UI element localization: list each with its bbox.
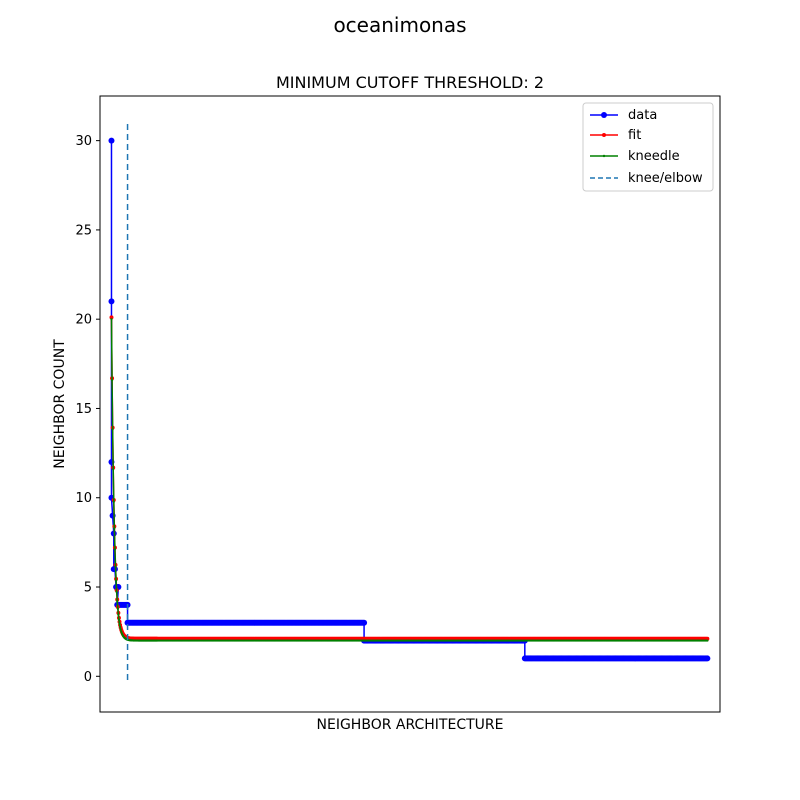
kneedle-point — [120, 630, 123, 633]
y-axis-label: NEIGHBOR COUNT — [52, 339, 68, 469]
kneedle-point — [116, 607, 119, 610]
kneedle-point — [119, 628, 122, 631]
kneedle-point — [115, 590, 118, 594]
figure-title: oceanimonas — [333, 13, 466, 37]
y-tick-label: 30 — [75, 134, 92, 149]
x-axis-label: NEIGHBOR ARCHITECTURE — [317, 717, 504, 733]
legend-box — [582, 102, 714, 192]
axes-frame — [99, 95, 721, 713]
kneedle-point — [114, 565, 117, 568]
y-tick-label: 5 — [84, 581, 92, 596]
data-point — [108, 137, 115, 144]
kneedle-point — [118, 622, 121, 625]
y-axis: 0 5 10 15 20 25 30 — [75, 134, 100, 685]
chart-title: MINIMUM CUTOFF THRESHOLD: 2 — [276, 73, 544, 92]
kneedle-point — [117, 613, 120, 616]
y-tick-label: 0 — [84, 670, 92, 685]
kneedle-point — [110, 318, 113, 321]
data-point — [361, 619, 368, 626]
kneedle-point — [112, 500, 115, 503]
kneedle-point — [111, 428, 114, 431]
legend: data fit kneedle knee/elbow — [582, 102, 714, 192]
kneedle-point — [116, 600, 119, 603]
kneedle-point — [118, 625, 122, 628]
kneedle-point — [706, 639, 709, 642]
plot-area — [108, 124, 711, 684]
kneedle-point — [113, 548, 117, 551]
kneedle-point — [113, 527, 116, 530]
y-tick-label: 20 — [75, 313, 92, 328]
kneedle-series-line — [110, 319, 708, 642]
kneedle-point — [117, 618, 121, 621]
data-point — [704, 655, 711, 662]
legend-fit-marker — [602, 133, 606, 137]
legend-kneedle-marker — [602, 154, 606, 158]
fit-point — [109, 315, 114, 320]
legend-knee-label: knee/elbow — [628, 171, 703, 186]
y-tick-label: 15 — [75, 402, 92, 417]
legend-data-label: data — [628, 108, 657, 123]
y-tick-label: 25 — [75, 223, 92, 238]
data-series-line — [110, 140, 708, 660]
legend-fit-label: fit — [628, 128, 641, 143]
kneedle-point — [114, 579, 118, 582]
y-tick-label: 10 — [75, 491, 92, 506]
kneedle-point — [112, 468, 115, 471]
data-point — [108, 298, 115, 305]
legend-kneedle-label: kneedle — [628, 149, 680, 164]
legend-data-marker — [601, 112, 607, 118]
kneedle-point — [110, 378, 114, 382]
fit-series-line — [110, 317, 708, 640]
